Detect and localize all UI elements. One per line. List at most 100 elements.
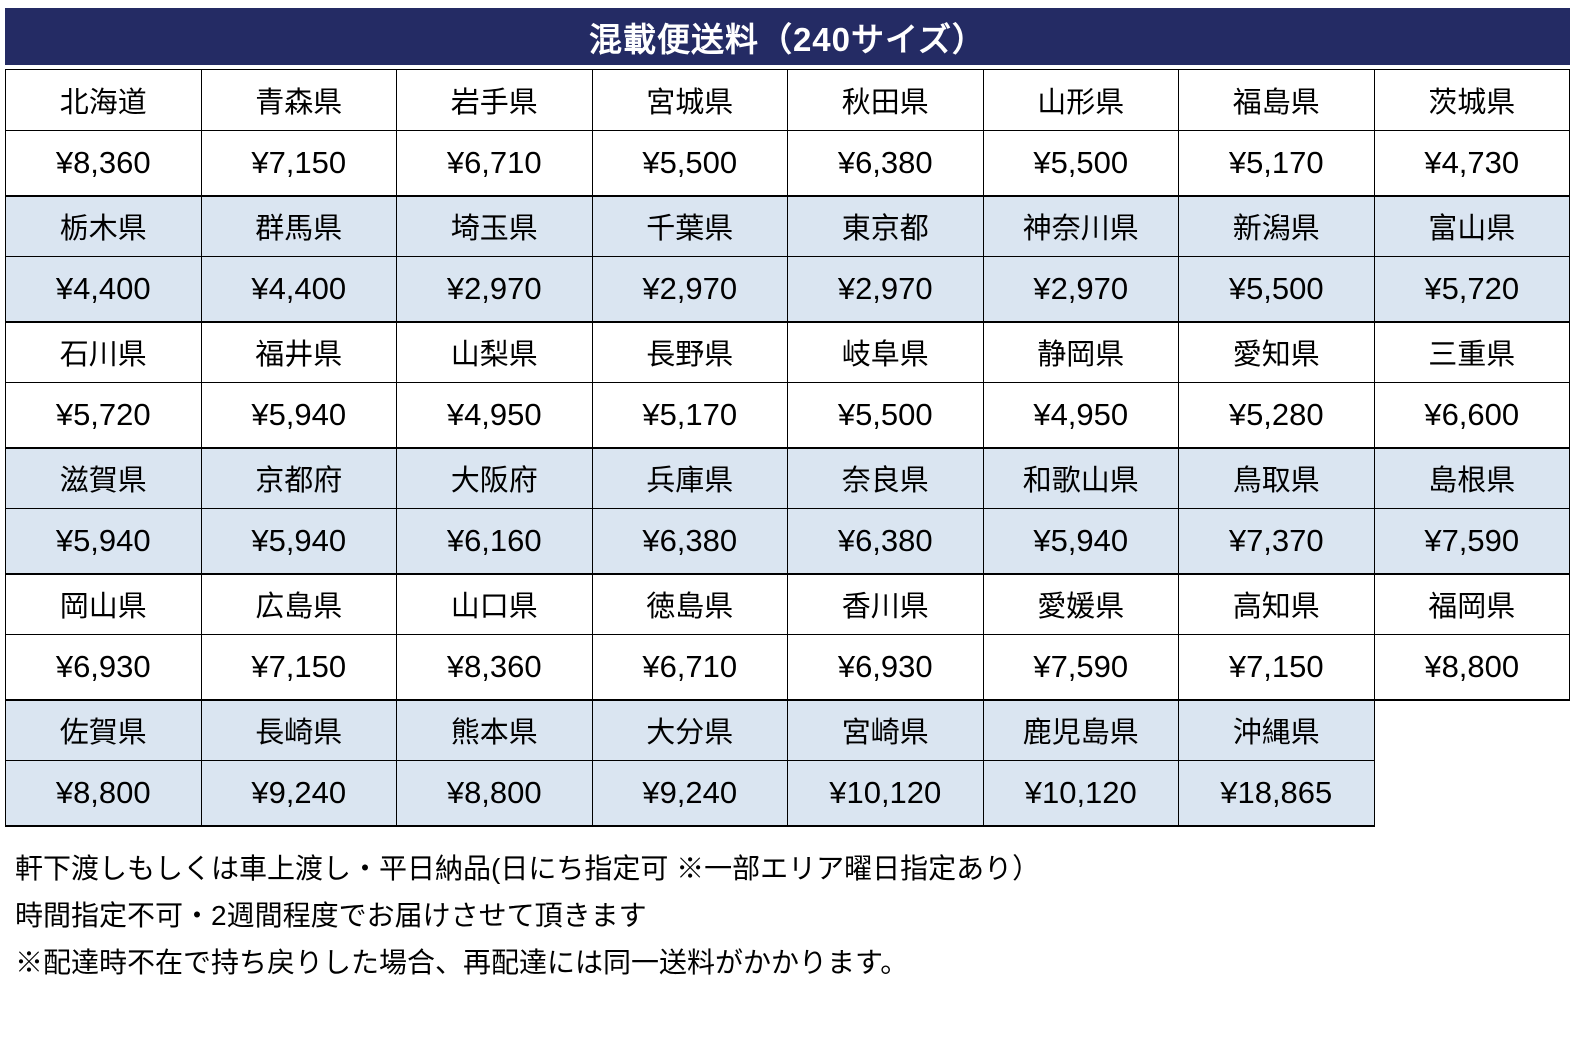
prefecture-name-cell: 埼玉県	[396, 195, 593, 257]
price-cell: ¥6,600	[1373, 382, 1570, 449]
price-cell: ¥10,120	[982, 760, 1179, 827]
price-cell: ¥8,800	[396, 760, 593, 827]
prefecture-name-cell: 沖縄県	[1178, 699, 1375, 761]
price-cell: ¥5,170	[1178, 130, 1375, 197]
price-cell: ¥8,360	[396, 634, 593, 701]
prefecture-name-cell: 秋田県	[787, 69, 984, 131]
price-cell: ¥5,940	[982, 508, 1179, 575]
prefecture-name-cell: 広島県	[200, 573, 397, 635]
price-cell: ¥4,400	[5, 256, 202, 323]
price-cell: ¥7,590	[1373, 508, 1570, 575]
price-cell: ¥2,970	[396, 256, 593, 323]
prefecture-name-cell: 愛媛県	[982, 573, 1179, 635]
prefecture-name-cell: 和歌山県	[982, 447, 1179, 509]
price-cell: ¥10,120	[787, 760, 984, 827]
price-cell: ¥6,380	[787, 508, 984, 575]
price-cell: ¥9,240	[200, 760, 397, 827]
price-cell: ¥9,240	[591, 760, 788, 827]
prefecture-name-cell: 長野県	[591, 321, 788, 383]
price-row: ¥4,400 ¥4,400 ¥2,970 ¥2,970 ¥2,970 ¥2,970 ¥5,5…	[5, 256, 1570, 323]
price-cell: ¥18,865	[1178, 760, 1375, 827]
price-cell: ¥5,940	[200, 382, 397, 449]
price-cell: ¥5,720	[5, 382, 202, 449]
prefecture-name-cell: 宮崎県	[787, 699, 984, 761]
prefecture-name-cell: 福井県	[200, 321, 397, 383]
price-row: ¥8,800 ¥9,240 ¥8,800 ¥9,240 ¥10,120 ¥10,120 ¥1…	[5, 760, 1570, 827]
price-cell: ¥5,940	[200, 508, 397, 575]
footnote-line: 時間指定不可・2週間程度でお届けさせて頂きます	[15, 899, 647, 931]
prefecture-name-cell: 新潟県	[1178, 195, 1375, 257]
prefecture-name-cell: 三重県	[1373, 321, 1570, 383]
prefecture-name-cell: 福島県	[1178, 69, 1375, 131]
price-cell: ¥6,710	[591, 634, 788, 701]
price-cell: ¥4,950	[982, 382, 1179, 449]
prefecture-name-cell: 香川県	[787, 573, 984, 635]
price-row: ¥6,930 ¥7,150 ¥8,360 ¥6,710 ¥6,930 ¥7,590 ¥7,1…	[5, 634, 1570, 701]
prefecture-name-cell: 京都府	[200, 447, 397, 509]
price-cell: ¥5,500	[1178, 256, 1375, 323]
prefecture-name-cell: 高知県	[1178, 573, 1375, 635]
price-cell: ¥6,380	[591, 508, 788, 575]
prefecture-name-cell: 鹿児島県	[982, 699, 1179, 761]
price-cell: ¥5,170	[591, 382, 788, 449]
page: 混載便送料（240サイズ） 北海道 青森県 岩手県 宮城県 秋田県 山形県 福島県 茨城県 ¥8…	[5, 8, 1570, 986]
prefecture-name-cell: 長崎県	[200, 699, 397, 761]
price-cell: ¥5,720	[1373, 256, 1570, 323]
prefecture-name-cell: 青森県	[200, 69, 397, 131]
prefecture-name-cell: 東京都	[787, 195, 984, 257]
price-cell: ¥8,360	[5, 130, 202, 197]
footnote-line: ※配達時不在で持ち戻りした場合、再配達には同一送料がかかります。	[15, 946, 909, 978]
table-title-bar: 混載便送料（240サイズ）	[5, 8, 1570, 65]
prefecture-name-cell: 福岡県	[1373, 573, 1570, 635]
price-cell: ¥6,160	[396, 508, 593, 575]
price-cell: ¥5,500	[787, 382, 984, 449]
price-cell: ¥2,970	[787, 256, 984, 323]
prefecture-name-cell: 佐賀県	[5, 699, 202, 761]
prefecture-name-cell: 石川県	[5, 321, 202, 383]
price-cell: ¥4,950	[396, 382, 593, 449]
prefecture-name-cell: 兵庫県	[591, 447, 788, 509]
page-title: 混載便送料（240サイズ）	[588, 20, 987, 58]
prefecture-name-cell: 山形県	[982, 69, 1179, 131]
price-cell: ¥5,280	[1178, 382, 1375, 449]
prefecture-name-cell: 大分県	[591, 699, 788, 761]
prefecture-name-cell: 大阪府	[396, 447, 593, 509]
prefecture-name-cell: 鳥取県	[1178, 447, 1375, 509]
price-cell: ¥7,370	[1178, 508, 1375, 575]
prefecture-name-cell: 滋賀県	[5, 447, 202, 509]
prefecture-name-row: 佐賀県 長崎県 熊本県 大分県 宮崎県 鹿児島県 沖縄県	[5, 699, 1570, 826]
price-cell: ¥5,940	[5, 508, 202, 575]
prefecture-name-cell: 茨城県	[1373, 69, 1570, 131]
price-cell: ¥7,150	[200, 634, 397, 701]
prefecture-name-row: 石川県 福井県 山梨県 長野県 岐阜県 静岡県 愛知県 三重県	[5, 321, 1570, 383]
price-cell: ¥2,970	[591, 256, 788, 323]
price-cell: ¥7,150	[200, 130, 397, 197]
prefecture-name-row: 岡山県 広島県 山口県 徳島県 香川県 愛媛県 高知県 福岡県	[5, 573, 1570, 635]
prefecture-name-row: 北海道 青森県 岩手県 宮城県 秋田県 山形県 福島県 茨城県	[5, 69, 1570, 131]
footnote-line: 軒下渡しもしくは車上渡し・平日納品(日にち指定可 ※一部エリア曜日指定あり）	[15, 852, 1041, 884]
prefecture-name-cell: 千葉県	[591, 195, 788, 257]
prefecture-name-cell: 岩手県	[396, 69, 593, 131]
fee-table-body: 北海道 青森県 岩手県 宮城県 秋田県 山形県 福島県 茨城県 ¥8,360 ¥7,150 ¥6,7…	[5, 69, 1570, 827]
price-cell: ¥6,930	[5, 634, 202, 701]
price-cell: ¥7,150	[1178, 634, 1375, 701]
price-row: ¥8,360 ¥7,150 ¥6,710 ¥5,500 ¥6,380 ¥5,500 ¥5,1…	[5, 130, 1570, 197]
price-cell: ¥8,800	[5, 760, 202, 827]
prefecture-name-cell: 熊本県	[396, 699, 593, 761]
prefecture-name-row: 滋賀県 京都府 大阪府 兵庫県 奈良県 和歌山県 鳥取県 島根県	[5, 447, 1570, 509]
prefecture-name-cell: 宮城県	[591, 69, 788, 131]
prefecture-name-cell: 山梨県	[396, 321, 593, 383]
prefecture-name-cell: 北海道	[5, 69, 202, 131]
prefecture-name-cell: 奈良県	[787, 447, 984, 509]
price-cell: ¥6,380	[787, 130, 984, 197]
footnotes: 軒下渡しもしくは車上渡し・平日納品(日にち指定可 ※一部エリア曜日指定あり） 時…	[15, 845, 1570, 986]
price-row: ¥5,940 ¥5,940 ¥6,160 ¥6,380 ¥6,380 ¥5,940 ¥7,3…	[5, 508, 1570, 575]
prefecture-name-cell: 徳島県	[591, 573, 788, 635]
prefecture-name-cell: 島根県	[1373, 447, 1570, 509]
price-cell: ¥5,500	[982, 130, 1179, 197]
prefecture-name-cell: 富山県	[1373, 195, 1570, 257]
price-row: ¥5,720 ¥5,940 ¥4,950 ¥5,170 ¥5,500 ¥4,950 ¥5,2…	[5, 382, 1570, 449]
price-cell: ¥7,590	[982, 634, 1179, 701]
prefecture-name-cell: 山口県	[396, 573, 593, 635]
price-cell: ¥2,970	[982, 256, 1179, 323]
